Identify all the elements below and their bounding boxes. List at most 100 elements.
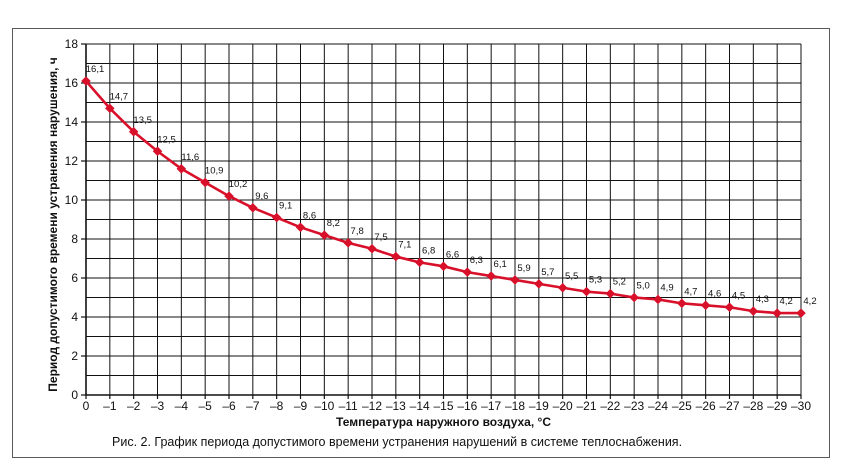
x-tick-label: –16 — [457, 399, 477, 413]
data-point — [772, 308, 782, 318]
data-point — [367, 243, 377, 254]
x-tick-label: –24 — [648, 399, 668, 413]
data-label: 12,5 — [157, 134, 176, 145]
data-label: 4,2 — [780, 296, 793, 307]
data-label: 16,1 — [86, 64, 105, 75]
x-tick-label: –25 — [672, 399, 692, 413]
data-point — [581, 286, 592, 297]
x-tick-label: –7 — [246, 399, 260, 413]
data-point — [462, 267, 473, 277]
x-tick-label: –26 — [696, 399, 716, 413]
data-point — [391, 251, 401, 262]
y-tick-label: 12 — [65, 154, 79, 168]
x-tick-label: –1 — [103, 399, 117, 413]
x-tick-label: –10 — [314, 399, 334, 413]
chart-frame — [12, 28, 830, 458]
data-label: 7,8 — [351, 226, 364, 237]
x-tick-label: –14 — [410, 399, 430, 413]
data-label: 5,5 — [565, 271, 578, 282]
x-tick-label: –15 — [433, 399, 453, 413]
data-point — [224, 191, 234, 201]
data-point — [605, 288, 616, 299]
data-label: 4,9 — [660, 282, 673, 293]
data-label: 4,3 — [756, 294, 769, 305]
x-tick-label: –17 — [481, 399, 501, 413]
data-point — [200, 177, 210, 188]
data-point — [677, 298, 687, 309]
data-label: 4,6 — [708, 288, 721, 299]
data-label: 8,2 — [327, 218, 340, 229]
data-point — [176, 164, 187, 174]
x-tick-label: –9 — [294, 399, 308, 413]
data-label: 6,6 — [446, 249, 459, 260]
x-axis-title: Температура наружного воздуха, °С — [336, 415, 551, 429]
data-point — [534, 279, 544, 289]
data-label: 4,5 — [732, 290, 745, 301]
x-tick-label: –8 — [270, 399, 284, 413]
x-tick-label: –5 — [198, 399, 212, 413]
x-tick-label: –29 — [767, 399, 787, 413]
data-point — [81, 76, 91, 86]
data-point — [486, 271, 496, 281]
data-point — [653, 294, 663, 305]
x-tick-label: –4 — [175, 399, 189, 413]
data-label: 10,9 — [205, 165, 224, 176]
y-tick-label: 2 — [71, 349, 78, 363]
data-label: 11,6 — [181, 152, 199, 163]
data-label: 5,3 — [589, 275, 602, 286]
x-tick-label: –12 — [362, 399, 382, 413]
x-tick-label: –30 — [791, 399, 811, 413]
x-tick-label: –11 — [339, 399, 358, 413]
data-label: 6,8 — [422, 245, 435, 256]
x-tick-label: –3 — [151, 399, 165, 413]
data-label: 14,7 — [110, 91, 129, 102]
x-tick-label: –19 — [529, 399, 549, 413]
data-point — [319, 230, 330, 240]
x-tick-label: –23 — [624, 399, 644, 413]
data-label: 4,2 — [803, 296, 816, 307]
data-point — [700, 300, 711, 311]
data-point — [128, 126, 139, 137]
x-tick-label: –6 — [222, 399, 236, 413]
data-label: 5,9 — [517, 263, 530, 274]
x-tick-label: –28 — [743, 399, 763, 413]
x-tick-label: –22 — [600, 399, 620, 413]
y-tick-label: 8 — [71, 232, 78, 246]
x-tick-label: –27 — [719, 399, 739, 413]
y-tick-label: 10 — [65, 193, 79, 207]
data-point — [271, 212, 282, 223]
data-label: 7,5 — [374, 232, 387, 243]
y-tick-label: 18 — [65, 37, 79, 51]
x-tick-label: 0 — [83, 399, 90, 413]
data-point — [629, 292, 639, 303]
x-tick-label: –20 — [553, 399, 573, 413]
data-label: 5,0 — [637, 281, 650, 292]
data-point — [343, 238, 353, 248]
data-point — [796, 308, 806, 318]
data-point — [748, 306, 759, 316]
y-tick-label: 16 — [65, 76, 79, 90]
x-tick-label: –18 — [505, 399, 525, 413]
x-tick-label: –2 — [127, 399, 141, 413]
data-point — [105, 103, 115, 114]
y-tick-label: 4 — [71, 310, 78, 324]
y-axis-title: Период допустимого времени устранения на… — [46, 57, 60, 391]
data-point — [414, 257, 425, 268]
x-tick-label: –13 — [386, 399, 406, 413]
data-point — [724, 302, 735, 313]
y-tick-label: 14 — [65, 115, 79, 129]
data-label: 5,7 — [541, 267, 554, 278]
data-label: 10,2 — [229, 179, 248, 190]
y-tick-label: 6 — [71, 271, 78, 285]
data-point — [295, 222, 306, 233]
data-label: 6,1 — [494, 259, 507, 270]
data-label: 5,2 — [613, 277, 626, 288]
y-tick-label: 0 — [71, 388, 78, 402]
data-label: 6,3 — [470, 255, 483, 266]
data-point — [510, 275, 520, 285]
data-label: 8,6 — [303, 210, 316, 221]
data-label: 13,5 — [133, 115, 152, 126]
data-label: 7,1 — [398, 240, 411, 251]
data-point — [248, 203, 258, 213]
